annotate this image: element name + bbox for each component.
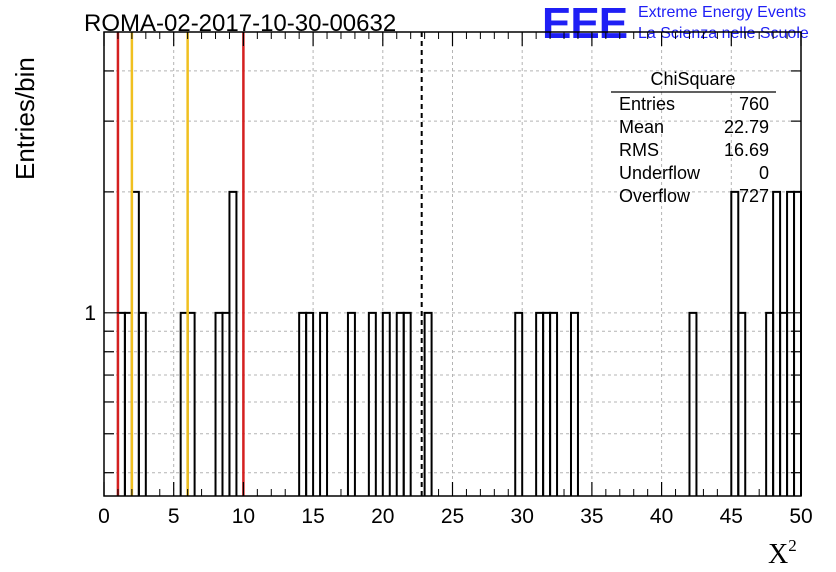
histogram-bin <box>423 311 433 496</box>
histogram-bin <box>319 311 329 496</box>
x-tick-label: 20 <box>371 505 394 528</box>
stats-row-value: 727 <box>739 186 769 206</box>
histogram-bin <box>688 311 698 496</box>
histogram-bin <box>305 311 315 496</box>
histogram-bin <box>765 311 775 496</box>
x-tick-label: 10 <box>232 505 255 528</box>
histogram-bin <box>779 311 789 496</box>
histogram-bin <box>395 311 405 496</box>
x-axis-label: X2 <box>768 536 797 571</box>
histogram-bin <box>514 311 524 496</box>
logo-mark: EEE <box>542 0 628 48</box>
x-tick-label: 30 <box>511 505 534 528</box>
stats-row-value: 0 <box>759 163 769 183</box>
stats-box: ChiSquare Entries 760 Mean 22.79 RMS 16.69 Und… <box>611 69 776 206</box>
x-tick-label: 35 <box>580 505 603 528</box>
histogram-bin <box>569 311 579 496</box>
x-tick-label: 5 <box>168 505 180 528</box>
stats-row-value: 22.79 <box>724 117 769 137</box>
stats-row-label: RMS <box>619 140 659 160</box>
x-tick-label: 40 <box>650 505 673 528</box>
histogram-bin <box>786 190 796 496</box>
x-tick-label: 50 <box>789 505 812 528</box>
histogram-bin <box>367 311 377 496</box>
stats-row-label: Mean <box>619 117 664 137</box>
histogram-bin <box>137 311 147 496</box>
histogram-bin <box>228 190 238 496</box>
histogram-bin <box>214 311 224 496</box>
x-tick-label: 45 <box>720 505 743 528</box>
stats-row-value: 16.69 <box>724 140 769 160</box>
stats-row-value: 760 <box>739 94 769 114</box>
stats-box-title: ChiSquare <box>650 69 735 89</box>
histogram-bin <box>549 311 559 496</box>
histogram-bin <box>381 311 391 496</box>
stats-row-label: Entries <box>619 94 675 114</box>
stats-row-label: Underflow <box>619 163 701 183</box>
x-tick-label: 0 <box>98 505 110 528</box>
histogram-series <box>116 190 802 496</box>
histogram-bin <box>298 311 308 496</box>
histogram-bin <box>542 311 552 496</box>
histogram-bin <box>402 311 412 496</box>
y-tick-label: 1 <box>84 302 96 325</box>
histogram-bin <box>737 311 747 496</box>
histogram-bin <box>346 311 356 496</box>
histogram-bin <box>772 190 782 496</box>
reference-lines <box>116 32 423 496</box>
histogram-bin <box>730 190 740 496</box>
logo-line-1: Extreme Energy Events <box>638 4 807 21</box>
histogram-bin <box>793 190 802 496</box>
x-tick-label: 25 <box>441 505 464 528</box>
histogram-bin <box>221 311 231 496</box>
logo-line-2: La Scienza nelle Scuole <box>638 25 809 42</box>
x-axis-label-base: X <box>768 539 789 570</box>
stats-row-label: Overflow <box>619 186 691 206</box>
x-tick-label: 15 <box>301 505 324 528</box>
axis-ticks: 0 5 10 15 20 25 30 35 40 45 50 1 <box>84 32 813 528</box>
x-axis-label-superscript: 2 <box>788 536 797 555</box>
histogram-bin <box>535 311 545 496</box>
